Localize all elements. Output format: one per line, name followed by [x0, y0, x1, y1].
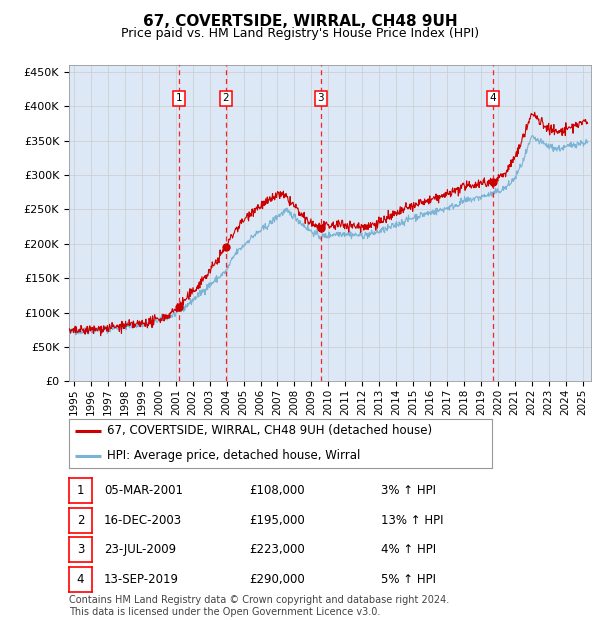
Text: 2: 2 [223, 93, 229, 104]
Text: 23-JUL-2009: 23-JUL-2009 [104, 544, 176, 556]
Text: 05-MAR-2001: 05-MAR-2001 [104, 484, 183, 497]
Text: 1: 1 [175, 93, 182, 104]
Text: £290,000: £290,000 [249, 574, 305, 586]
Text: 13-SEP-2019: 13-SEP-2019 [104, 574, 179, 586]
Text: £108,000: £108,000 [249, 484, 305, 497]
Text: 3% ↑ HPI: 3% ↑ HPI [381, 484, 436, 497]
Text: HPI: Average price, detached house, Wirral: HPI: Average price, detached house, Wirr… [107, 450, 361, 462]
Text: Contains HM Land Registry data © Crown copyright and database right 2024.
This d: Contains HM Land Registry data © Crown c… [69, 595, 449, 617]
Text: 1: 1 [77, 484, 84, 497]
Text: £223,000: £223,000 [249, 544, 305, 556]
Text: 2: 2 [77, 514, 84, 526]
Text: 4: 4 [490, 93, 496, 104]
Text: 67, COVERTSIDE, WIRRAL, CH48 9UH (detached house): 67, COVERTSIDE, WIRRAL, CH48 9UH (detach… [107, 425, 432, 437]
Text: 13% ↑ HPI: 13% ↑ HPI [381, 514, 443, 526]
Text: 4: 4 [77, 574, 84, 586]
Text: 3: 3 [317, 93, 324, 104]
Text: 16-DEC-2003: 16-DEC-2003 [104, 514, 182, 526]
Text: 5% ↑ HPI: 5% ↑ HPI [381, 574, 436, 586]
Text: 67, COVERTSIDE, WIRRAL, CH48 9UH: 67, COVERTSIDE, WIRRAL, CH48 9UH [143, 14, 457, 29]
Text: £195,000: £195,000 [249, 514, 305, 526]
Text: Price paid vs. HM Land Registry's House Price Index (HPI): Price paid vs. HM Land Registry's House … [121, 27, 479, 40]
Text: 4% ↑ HPI: 4% ↑ HPI [381, 544, 436, 556]
Text: 3: 3 [77, 544, 84, 556]
